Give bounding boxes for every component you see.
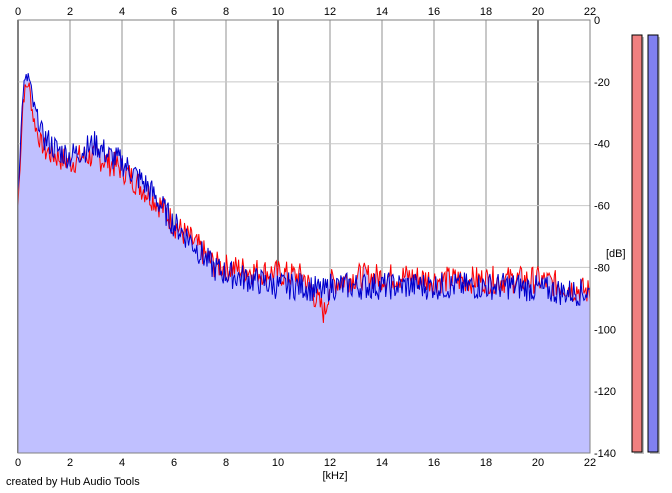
- x-tick-label-top: 4: [119, 6, 125, 18]
- x-tick-label-bottom: 4: [119, 457, 125, 469]
- y-tick-label: -40: [594, 139, 610, 151]
- credit-text: created by Hub Audio Tools: [6, 476, 140, 488]
- x-tick-label-bottom: 12: [324, 457, 336, 469]
- y-tick-labels: 0 -20 -40 -60 -80 -100 -120 -140: [594, 15, 616, 460]
- x-tick-label-top: 2: [67, 6, 73, 18]
- x-tick-label-bottom: 20: [532, 457, 544, 469]
- x-tick-label-top: 16: [428, 6, 440, 18]
- x-tick-label-top: 14: [376, 6, 388, 18]
- y-tick-label: -60: [594, 201, 610, 213]
- y-tick-label: -120: [594, 386, 616, 398]
- level-meter-right: [647, 34, 659, 453]
- y-tick-label: -140: [594, 448, 616, 460]
- x-tick-label-bottom: 18: [480, 457, 492, 469]
- x-tick-label-bottom: 8: [223, 457, 229, 469]
- level-meters: [631, 34, 660, 454]
- x-tick-label-bottom: 2: [67, 457, 73, 469]
- x-tick-label-top: 0: [15, 6, 21, 18]
- x-axis-label: [kHz]: [322, 470, 347, 482]
- y-tick-label: -20: [594, 77, 610, 89]
- x-tick-labels-bottom: 0 2 4 6 8 10 12 14 16 18 20 22: [15, 457, 596, 469]
- plot-frame: [17, 19, 591, 454]
- spectrum-fill-area: [18, 73, 590, 453]
- series-group: [17, 73, 591, 323]
- y-tick-label: -100: [594, 324, 616, 336]
- x-tick-label-bottom: 16: [428, 457, 440, 469]
- x-tick-label-top: 10: [272, 6, 284, 18]
- x-tick-label-top: 18: [480, 6, 492, 18]
- x-tick-label-top: 8: [223, 6, 229, 18]
- x-tick-label-top: 6: [171, 6, 177, 18]
- x-tick-label-top: 12: [324, 6, 336, 18]
- level-meter-left: [631, 34, 643, 453]
- y-tick-label: 0: [594, 15, 600, 27]
- series-line-right: [17, 73, 591, 306]
- x-tick-label-bottom: 14: [376, 457, 388, 469]
- x-tick-labels-top: 0 2 4 6 8 10 12 14 16 18 20 22: [15, 6, 596, 18]
- series-line-left: [17, 82, 591, 323]
- x-tick-label-bottom: 6: [171, 457, 177, 469]
- x-tick-label-bottom: 10: [272, 457, 284, 469]
- x-tick-label-bottom: 22: [584, 457, 596, 469]
- x-tick-label-top: 20: [532, 6, 544, 18]
- x-tick-label-top: 22: [584, 6, 596, 18]
- y-tick-label: -80: [594, 262, 610, 274]
- x-tick-label-bottom: 0: [15, 457, 21, 469]
- y-axis-label: [dB]: [606, 248, 626, 260]
